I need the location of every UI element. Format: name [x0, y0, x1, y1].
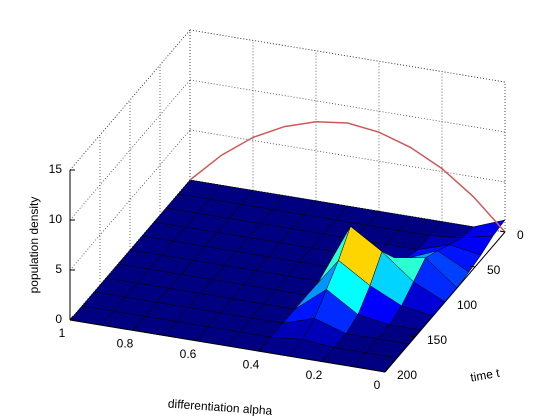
y-axis-label: time t — [469, 366, 501, 385]
grid-line — [69, 79, 191, 221]
y-tick-label: 200 — [397, 368, 417, 382]
x-tick-label: 0.2 — [306, 368, 323, 382]
x-axis — [69, 319, 386, 373]
y-tick-label: 50 — [487, 263, 501, 277]
x-tick-label: 0.8 — [117, 337, 134, 351]
y-tick — [499, 230, 506, 233]
x-tick — [384, 367, 389, 373]
x-tick — [258, 346, 263, 352]
y-tick — [409, 335, 416, 338]
x-tick-label: 0 — [374, 378, 381, 392]
grid-line — [189, 129, 506, 183]
x-axis-label: differentiation alpha — [167, 397, 273, 418]
z-tick-label: 10 — [49, 212, 63, 226]
x-tick-label: 0.4 — [243, 357, 260, 371]
grid-line — [189, 79, 506, 133]
grid-line — [69, 29, 191, 171]
y-tick — [439, 300, 446, 303]
z-tick-label: 0 — [55, 312, 62, 326]
x-tick — [321, 357, 326, 362]
grid-line — [69, 129, 191, 271]
x-tick — [69, 315, 74, 321]
y-tick — [379, 370, 386, 373]
grid-line — [189, 29, 506, 83]
y-tick-label: 150 — [427, 333, 447, 347]
z-tick-label: 5 — [55, 262, 62, 276]
z-axis-label: population density — [27, 197, 41, 294]
x-tick-label: 1 — [59, 326, 66, 340]
z-tick-label: 15 — [49, 162, 63, 176]
y-tick-label: 0 — [517, 228, 524, 242]
y-tick-label: 100 — [457, 298, 477, 312]
y-tick — [469, 265, 476, 268]
x-tick — [132, 326, 137, 331]
x-tick — [195, 336, 200, 342]
curve — [189, 121, 506, 233]
x-tick-label: 0.6 — [180, 347, 197, 361]
